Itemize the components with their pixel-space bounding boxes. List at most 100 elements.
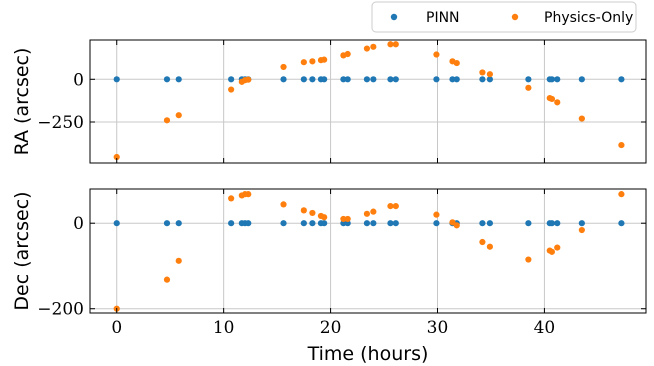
pinn-point — [392, 220, 399, 227]
physics-point — [163, 117, 171, 124]
pinn-point — [548, 220, 556, 227]
pinn-point — [486, 76, 493, 83]
legend-label-physics: Physics-Only — [544, 10, 633, 26]
physics-point — [433, 51, 440, 58]
pinn-point — [228, 220, 235, 227]
y-axis-label: Dec (arcsec) — [11, 191, 33, 310]
pinn-point — [453, 76, 460, 83]
physics-point — [163, 276, 171, 283]
physics-point — [344, 215, 351, 223]
physics-point — [618, 191, 625, 198]
physics-point — [548, 95, 556, 103]
pinn-point — [618, 220, 625, 227]
physics-point — [113, 153, 120, 161]
physics-point — [618, 141, 625, 149]
pinn-point — [479, 76, 486, 83]
pinn-point — [363, 76, 371, 83]
pinn-point — [228, 76, 235, 83]
pinn-point — [280, 76, 287, 83]
physics-point — [486, 243, 493, 250]
physics-point — [387, 41, 394, 48]
physics-point — [340, 215, 347, 223]
physics-point — [321, 56, 328, 63]
pinn-point — [449, 76, 456, 83]
pinn-point — [370, 220, 377, 227]
x-tick-label: 0 — [111, 318, 122, 338]
y-tick-label: −200 — [37, 300, 84, 320]
pinn-point — [245, 220, 252, 227]
pinn-point — [525, 220, 532, 227]
pinn-point — [344, 76, 351, 83]
physics-point — [453, 59, 460, 67]
pinn-point — [300, 220, 307, 227]
physics-point — [344, 50, 351, 58]
physics-point — [228, 86, 235, 93]
y-tick-label: −250 — [37, 113, 84, 133]
legend-marker-pinn — [390, 13, 398, 21]
physics-point — [554, 244, 561, 251]
physics-point — [300, 59, 307, 66]
physics-point — [486, 71, 493, 78]
legend-label-pinn: PINN — [426, 10, 460, 26]
physics-point — [578, 115, 585, 122]
pinn-point — [486, 220, 493, 227]
physics-point — [370, 43, 377, 50]
physics-point — [175, 112, 182, 119]
physics-point — [280, 201, 287, 208]
physics-point — [363, 45, 371, 52]
pinn-point — [578, 220, 585, 227]
pinn-point — [433, 220, 440, 227]
pinn-point — [548, 76, 556, 83]
physics-point — [245, 76, 252, 83]
physics-point — [392, 203, 399, 210]
x-axis-label: Time (hours) — [307, 343, 429, 365]
physics-point — [228, 195, 235, 202]
pinn-point — [321, 220, 328, 227]
physics-point — [300, 207, 307, 214]
physics-point — [453, 222, 460, 229]
physics-point — [578, 226, 585, 234]
pinn-point — [525, 76, 532, 83]
pinn-point — [387, 76, 394, 83]
pinn-point — [321, 76, 328, 83]
pinn-point — [113, 220, 120, 227]
physics-point — [479, 69, 486, 76]
pinn-point — [554, 76, 561, 83]
x-tick-label: 20 — [320, 318, 342, 338]
pinn-point — [163, 220, 171, 227]
pinn-point — [163, 76, 171, 83]
physics-point — [245, 191, 252, 198]
physics-point — [370, 208, 377, 215]
pinn-point — [309, 76, 316, 83]
pinn-point — [618, 76, 625, 83]
pinn-point — [280, 220, 287, 227]
y-tick-label: 0 — [73, 214, 84, 234]
physics-point — [387, 203, 394, 210]
physics-point — [309, 58, 316, 65]
pinn-point — [175, 76, 182, 83]
legend: PINN Physics-Only — [371, 1, 637, 33]
x-tick-label: 40 — [534, 318, 556, 338]
pinn-point — [554, 220, 561, 227]
pinn-point — [309, 220, 316, 227]
y-tick-label: 0 — [73, 70, 84, 90]
pinn-point — [479, 220, 486, 227]
pinn-point — [175, 220, 182, 227]
pinn-point — [433, 76, 440, 83]
physics-point — [175, 257, 182, 264]
physics-point — [548, 248, 556, 255]
pinn-point — [344, 220, 351, 227]
legend-frame — [371, 1, 637, 33]
pinn-point — [578, 76, 585, 83]
pinn-point — [113, 76, 120, 83]
physics-point — [280, 63, 287, 71]
physics-point — [309, 209, 316, 217]
pinn-point — [363, 220, 371, 227]
x-tick-label: 10 — [213, 318, 235, 338]
physics-point — [392, 41, 399, 48]
pinn-point — [300, 76, 307, 83]
legend-marker-physics — [511, 13, 519, 21]
physics-point — [321, 214, 328, 221]
